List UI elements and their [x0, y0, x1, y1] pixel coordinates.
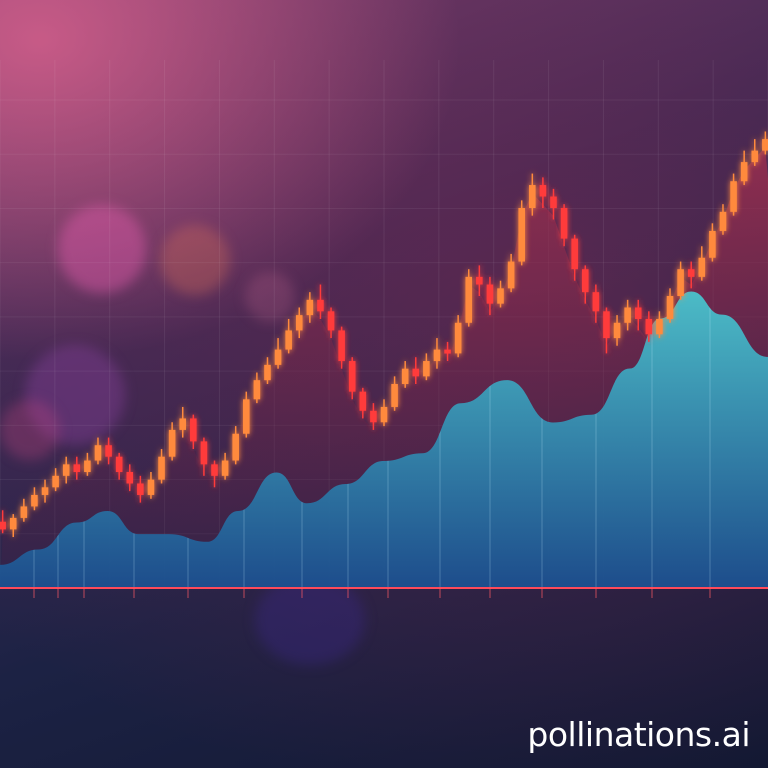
- candle-body: [317, 299, 324, 312]
- candle-body: [327, 311, 335, 331]
- candle-body: [433, 349, 441, 362]
- candle-body: [740, 162, 748, 182]
- candle-body: [158, 456, 165, 480]
- candle-body: [62, 464, 70, 476]
- candle-body: [264, 364, 271, 381]
- candle-body: [115, 456, 123, 472]
- candle-body: [613, 322, 621, 339]
- candle-body: [73, 464, 81, 472]
- candle-body: [709, 230, 716, 258]
- candle-body: [84, 460, 91, 472]
- candle-body: [20, 506, 28, 518]
- candle-body: [423, 361, 430, 377]
- candle-body: [370, 410, 377, 423]
- candle-body: [730, 181, 737, 212]
- candle-body: [168, 429, 176, 457]
- candle-body: [147, 479, 155, 495]
- candle-body: [306, 299, 314, 316]
- candle-body: [285, 330, 292, 350]
- candle-body: [41, 487, 49, 495]
- candle-body: [518, 208, 525, 262]
- bokeh-light: [58, 205, 146, 293]
- candle-body: [603, 311, 610, 339]
- candle-body: [348, 361, 356, 392]
- candle-body: [550, 196, 557, 208]
- bokeh-light: [25, 345, 125, 445]
- candle-body: [751, 150, 759, 163]
- candle-body: [391, 384, 398, 407]
- volume-area: [0, 291, 768, 588]
- candle-body: [94, 445, 102, 461]
- candle-body: [592, 292, 600, 312]
- candle-body: [581, 269, 589, 293]
- candle-body: [507, 261, 515, 289]
- candle-body: [698, 257, 706, 277]
- candle-body: [476, 276, 483, 285]
- candle-body: [656, 318, 663, 335]
- candle-body: [560, 208, 568, 239]
- candle-body: [677, 269, 684, 296]
- candle-body: [380, 406, 388, 423]
- candle-body: [634, 307, 642, 319]
- candlestick-series: [0, 131, 768, 538]
- candle-body: [666, 296, 674, 319]
- candle-body: [412, 368, 420, 377]
- candle-body: [762, 139, 768, 151]
- candle-body: [444, 349, 451, 354]
- candle-body: [295, 315, 303, 331]
- candle-body: [571, 238, 578, 270]
- candle-body: [9, 517, 17, 530]
- candle-body: [486, 284, 494, 304]
- candle-body: [687, 269, 695, 277]
- candle-body: [539, 185, 547, 197]
- candle-body: [105, 445, 112, 457]
- bokeh-light: [160, 225, 230, 295]
- candle-body: [221, 460, 229, 476]
- bokeh-light: [245, 272, 295, 322]
- candle-body: [645, 318, 653, 335]
- candle-body: [529, 185, 536, 208]
- candle-body: [253, 380, 261, 400]
- x-axis-ticks: [33, 588, 711, 598]
- candle-body: [190, 418, 197, 442]
- candle-body: [137, 483, 144, 495]
- candle-body: [624, 307, 631, 323]
- candle-body: [126, 472, 134, 484]
- bokeh-light: [0, 400, 60, 460]
- candle-body: [465, 276, 473, 323]
- candle-body: [52, 475, 59, 488]
- candle-body: [274, 349, 282, 365]
- candle-body: [31, 494, 38, 507]
- candle-body: [454, 322, 462, 354]
- candle-body: [200, 441, 208, 465]
- candle-body: [359, 391, 367, 411]
- candle-body: [232, 433, 239, 461]
- candle-body: [179, 418, 187, 430]
- candle-body: [0, 521, 6, 530]
- candle-body: [243, 399, 250, 434]
- bokeh-light: [255, 575, 365, 665]
- candle-body: [338, 330, 345, 362]
- candle-body: [497, 288, 504, 304]
- candle-body: [719, 211, 727, 231]
- watermark-text: pollinations.ai: [527, 715, 750, 754]
- candle-body: [211, 464, 218, 476]
- candle-body: [401, 368, 409, 384]
